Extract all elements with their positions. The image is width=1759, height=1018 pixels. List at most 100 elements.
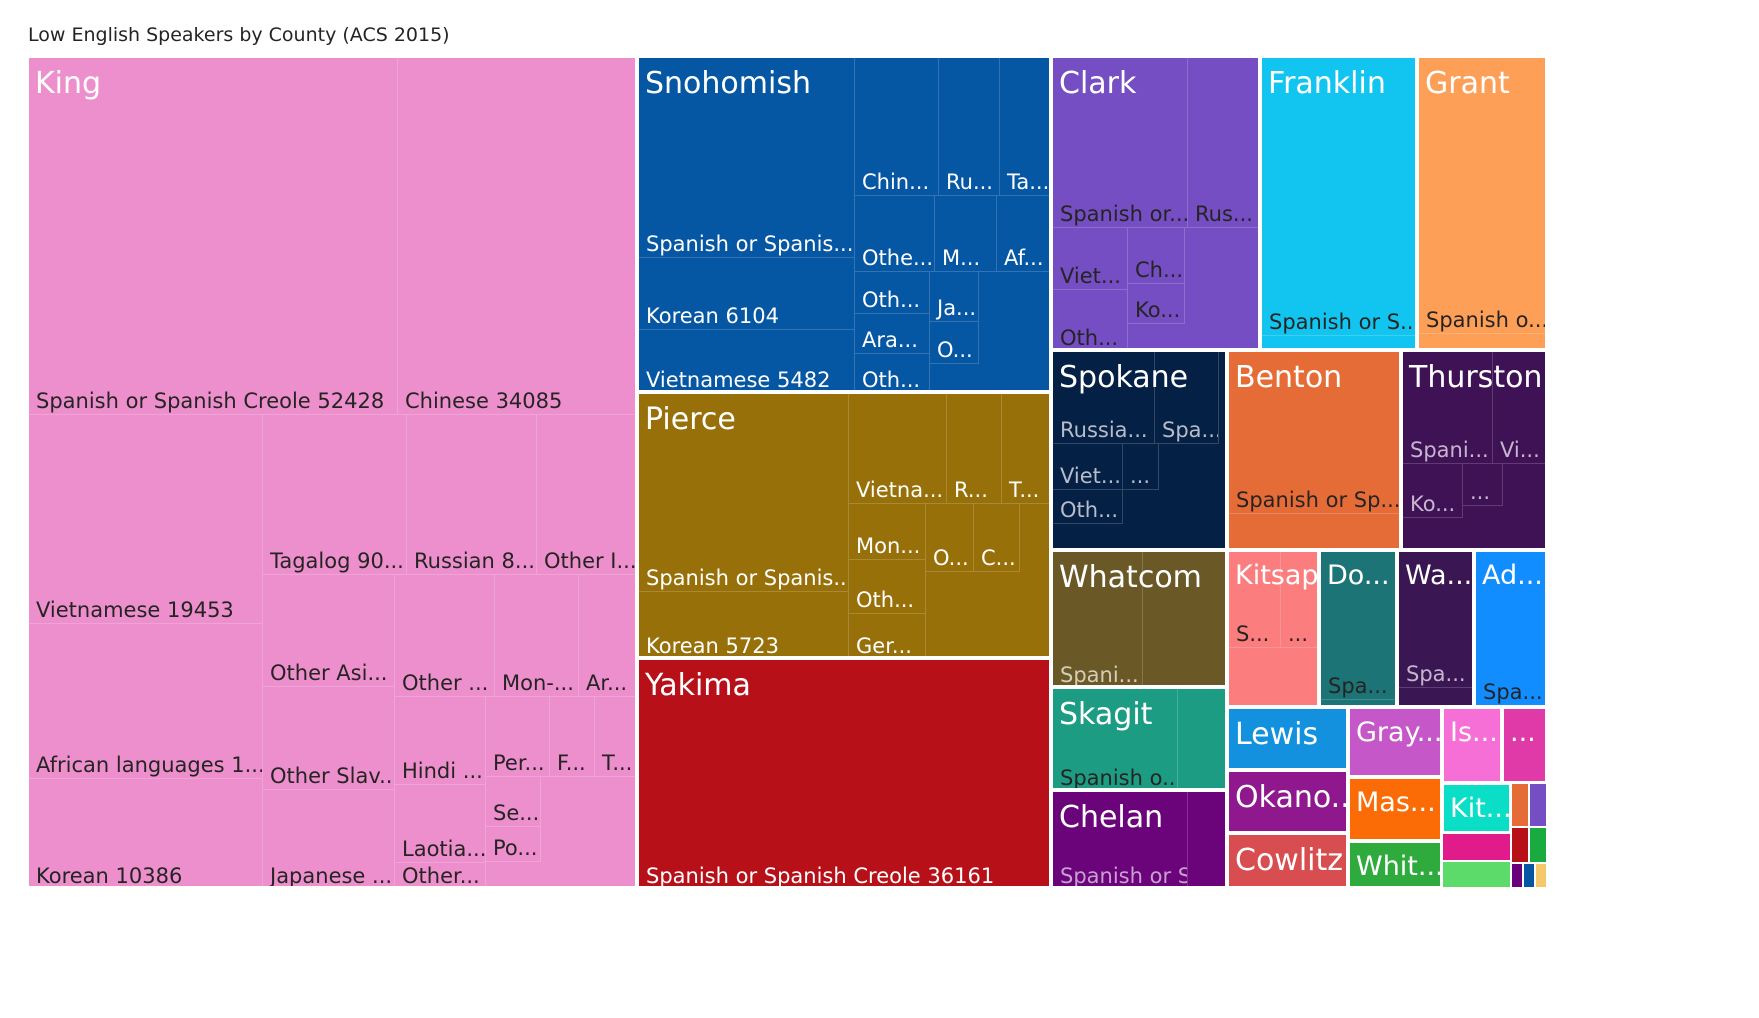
small-county-tile[interactable] xyxy=(1529,783,1547,827)
county-cell-ad[interactable]: Spa... Ad... xyxy=(1474,550,1547,707)
language-tile-spanish-or-spanish-creole-52428[interactable]: Spanish or Spanish Creole 52428 xyxy=(29,58,398,415)
language-tile-t[interactable]: T... xyxy=(595,697,635,777)
language-tile-other-slav[interactable]: Other Slav... xyxy=(263,687,395,790)
language-tile-ger[interactable]: Ger... xyxy=(849,614,926,656)
county-cell-lewis[interactable]: Lewis xyxy=(1227,707,1348,770)
language-tile-m[interactable]: M... xyxy=(935,196,997,272)
county-cell-pierce[interactable]: Spanish or Spanis... Korean 5723 Vietna...… xyxy=(637,392,1051,658)
language-tile-spanish-or-spanish-creole-36161[interactable]: Spanish or Spanish Creole 36161 xyxy=(639,660,1049,886)
language-tile-other-asi[interactable]: Other Asi... xyxy=(263,575,395,687)
language-tile-tagalog-90[interactable]: Tagalog 90... xyxy=(263,415,407,575)
language-tile-spani[interactable]: Spani... xyxy=(1403,352,1493,464)
county-cell-chelan[interactable]: Spanish or S... Chelan xyxy=(1051,790,1227,888)
language-tile-o[interactable]: O... xyxy=(926,504,974,572)
language-tile-ar[interactable]: Ar... xyxy=(579,575,635,697)
small-county-tile[interactable] xyxy=(1523,863,1535,888)
language-tile-vietna[interactable]: Vietna... xyxy=(849,394,947,504)
language-tile-korean-5723[interactable]: Korean 5723 xyxy=(639,592,849,656)
language-tile-laotia[interactable]: Laotia... xyxy=(395,785,486,863)
county-cell-kitsap[interactable]: S...... Kitsap xyxy=(1227,550,1319,707)
language-tile-spa[interactable]: Spa... xyxy=(1476,552,1545,705)
county-cell-kit[interactable]: Kit... xyxy=(1442,783,1511,833)
language-tile-item[interactable]: ... xyxy=(1281,552,1317,648)
language-tile-af[interactable]: Af... xyxy=(997,196,1049,272)
county-cell-is[interactable]: Is... xyxy=(1442,707,1502,783)
county-cell-item[interactable]: ... xyxy=(1502,707,1547,783)
language-tile-ru[interactable]: Ru... xyxy=(939,58,1000,196)
small-county-tile[interactable] xyxy=(1535,863,1547,888)
language-tile-f[interactable]: F... xyxy=(550,697,595,777)
county-cell-do[interactable]: Spa... Do... xyxy=(1319,550,1397,707)
language-tile-item[interactable]: ... xyxy=(1123,444,1159,490)
language-tile-ko[interactable]: Ko... xyxy=(1403,464,1463,518)
language-tile-ko[interactable]: Ko... xyxy=(1128,284,1185,324)
county-cell-mas[interactable]: Mas... xyxy=(1348,777,1442,841)
language-tile-hindi[interactable]: Hindi ... xyxy=(395,697,486,785)
language-tile-spanish-o[interactable]: Spanish o... xyxy=(1053,689,1178,788)
language-tile-ja[interactable]: Ja... xyxy=(930,272,979,322)
language-tile-oth[interactable]: Oth... xyxy=(1053,290,1128,348)
language-tile-spani[interactable]: Spani... xyxy=(1053,552,1143,685)
language-tile-japanese[interactable]: Japanese ... xyxy=(263,790,395,886)
language-tile-spa[interactable]: Spa... xyxy=(1155,352,1219,444)
small-county-tile[interactable] xyxy=(1442,861,1511,888)
language-tile-spanish-or-spanis[interactable]: Spanish or Spanis... xyxy=(639,58,855,258)
county-cell-whatcom[interactable]: Spani... Whatcom xyxy=(1051,550,1227,687)
language-tile-spanish-or-sp[interactable]: Spanish or Sp... xyxy=(1229,352,1399,514)
language-tile-rus[interactable]: Rus... xyxy=(1188,58,1258,228)
language-tile-african-languages-1[interactable]: African languages 1... xyxy=(29,624,263,779)
language-tile-s[interactable]: S... xyxy=(1229,552,1281,648)
language-tile-vietnamese-19453[interactable]: Vietnamese 19453 xyxy=(29,415,263,624)
language-tile-spa[interactable]: Spa... xyxy=(1399,552,1472,688)
county-cell-franklin[interactable]: Spanish or S... Franklin xyxy=(1260,56,1417,350)
language-tile-korean-6104[interactable]: Korean 6104 xyxy=(639,258,855,330)
language-tile-spanish-or-spanis[interactable]: Spanish or Spanis... xyxy=(639,394,849,592)
language-tile-oth[interactable]: Oth... xyxy=(849,560,926,614)
language-tile-chinese-34085[interactable]: Chinese 34085 xyxy=(398,58,635,415)
small-county-tile[interactable] xyxy=(1511,863,1523,888)
county-cell-grant[interactable]: Spanish o... Grant xyxy=(1417,56,1547,350)
small-county-tile[interactable] xyxy=(1442,833,1511,861)
language-tile-spanish-or[interactable]: Spanish or... xyxy=(1053,58,1188,228)
county-cell-spokane[interactable]: Russia... Spa... Viet...... Oth... Spokane xyxy=(1051,350,1227,550)
language-tile-mon[interactable]: Mon-... xyxy=(495,575,579,697)
language-tile-other[interactable]: Other... xyxy=(395,863,486,886)
language-tile-oth[interactable]: Oth... xyxy=(1053,490,1123,524)
county-cell-whit[interactable]: Whit... xyxy=(1348,841,1442,888)
language-tile-c[interactable]: C... xyxy=(974,504,1020,572)
language-tile-spanish-or-s[interactable]: Spanish or S... xyxy=(1053,792,1188,886)
language-tile-viet[interactable]: Viet... xyxy=(1053,228,1128,290)
language-tile-other-i[interactable]: Other I... xyxy=(537,415,635,575)
language-tile-vietnamese-5482[interactable]: Vietnamese 5482 xyxy=(639,330,855,390)
language-tile-spa[interactable]: Spa... xyxy=(1321,552,1395,700)
language-tile-spanish-o[interactable]: Spanish o... xyxy=(1419,58,1545,334)
county-cell-gray[interactable]: Gray... xyxy=(1348,707,1442,777)
language-tile-russia[interactable]: Russia... xyxy=(1053,352,1155,444)
county-cell-cowlitz[interactable]: Cowlitz xyxy=(1227,833,1348,888)
language-tile-r[interactable]: R... xyxy=(947,394,1002,504)
language-tile-vi[interactable]: Vi... xyxy=(1493,352,1545,464)
county-cell-benton[interactable]: Spanish or Sp... Benton xyxy=(1227,350,1401,550)
language-tile-ch[interactable]: Ch... xyxy=(1128,228,1185,284)
language-tile-se[interactable]: Se... xyxy=(486,777,541,827)
language-tile-po[interactable]: Po... xyxy=(486,827,541,862)
language-tile-viet[interactable]: Viet... xyxy=(1053,444,1123,490)
county-cell-thurston[interactable]: Spani... Vi... Ko...... Thurston xyxy=(1401,350,1547,550)
language-tile-t[interactable]: T... xyxy=(1002,394,1049,504)
language-tile-ta[interactable]: Ta... xyxy=(1000,58,1049,196)
small-county-tile[interactable] xyxy=(1511,827,1529,863)
language-tile-per[interactable]: Per... xyxy=(486,697,550,777)
language-tile-other[interactable]: Other ... xyxy=(395,575,495,697)
county-cell-wa[interactable]: Spa... Wa... xyxy=(1397,550,1474,707)
county-cell-king[interactable]: Spanish or Spanish Creole 52428 Chinese 3… xyxy=(27,56,637,888)
language-tile-o[interactable]: O... xyxy=(930,322,979,364)
language-tile-item[interactable]: ... xyxy=(1463,464,1503,506)
language-tile-korean-10386[interactable]: Korean 10386 xyxy=(29,779,263,886)
language-tile-oth[interactable]: Oth... xyxy=(855,272,930,314)
small-county-tile[interactable] xyxy=(1529,827,1547,863)
language-tile-oth[interactable]: Oth... xyxy=(855,354,930,390)
language-tile-ara[interactable]: Ara... xyxy=(855,314,930,354)
language-tile-spanish-or-s[interactable]: Spanish or S... xyxy=(1262,58,1415,336)
small-county-tile[interactable] xyxy=(1511,783,1529,827)
